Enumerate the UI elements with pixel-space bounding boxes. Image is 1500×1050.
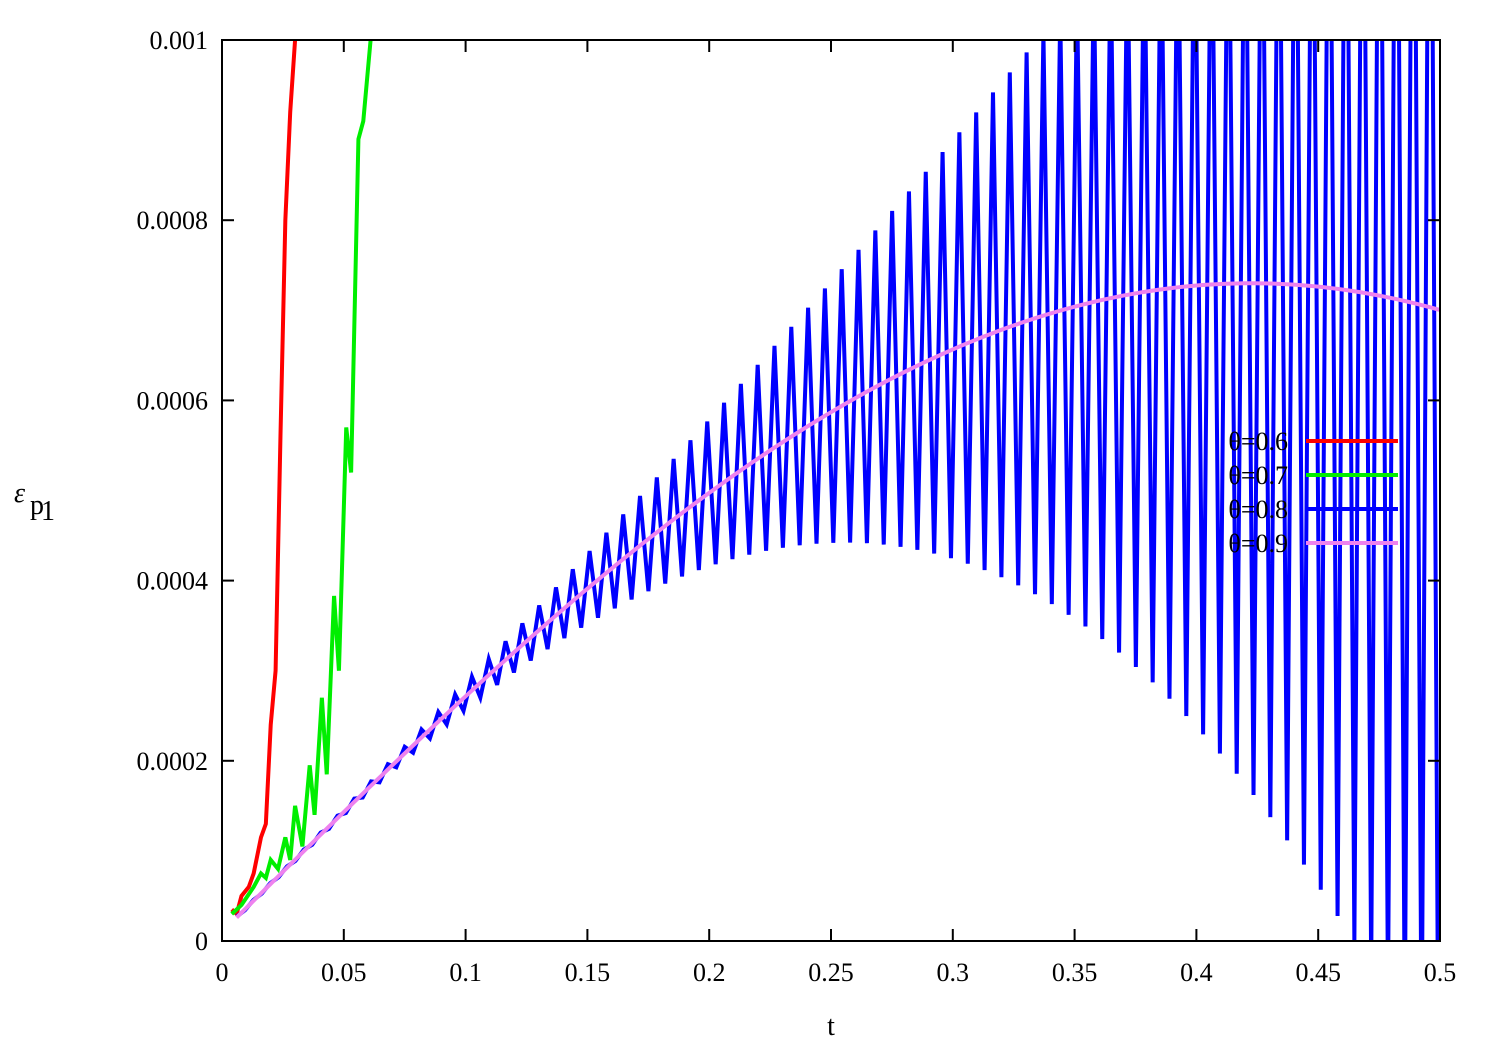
ticks-layer: 0 0.05 0.1 0.15 0.2 0.25 0.3 0.35 0.4 0.45 0.5 0 0.0… — [137, 26, 1457, 987]
series-line-1 — [230, 40, 298, 918]
legend-label: θ=0.9 — [1228, 529, 1288, 558]
x-tick-label: 0.25 — [808, 958, 854, 987]
y-axis-label: ε p 1 — [14, 478, 55, 527]
y-tick-label: 0 — [195, 927, 208, 956]
x-tick-label: 0.3 — [937, 958, 970, 987]
legend-label: θ=0.8 — [1228, 495, 1288, 524]
y-axis-label-base: ε — [14, 478, 25, 509]
x-tick-label: 0.45 — [1295, 958, 1341, 987]
y-tick-label: 0.0006 — [137, 386, 209, 415]
series-line-3 — [235, 40, 1440, 941]
y-axis-label-sub: p — [30, 490, 44, 521]
x-tick-label: 0.2 — [693, 958, 726, 987]
y-tick-label: 0.0004 — [137, 567, 209, 596]
y-tick-label: 0.0002 — [137, 747, 209, 776]
legend: θ=0.6 θ=0.7 θ=0.8 θ=0.9 — [1228, 427, 1398, 558]
series-line-4 — [235, 281, 1440, 919]
x-tick-label: 0.5 — [1424, 958, 1457, 987]
y-axis-label-subsub: 1 — [41, 496, 55, 527]
series-layer — [230, 40, 1440, 941]
x-tick-label: 0.4 — [1180, 958, 1213, 987]
x-tick-label: 0.35 — [1052, 958, 1098, 987]
y-tick-label: 0.0008 — [137, 206, 209, 235]
series-line-2 — [230, 40, 373, 916]
x-tick-label: 0 — [216, 958, 229, 987]
x-tick-label: 0.15 — [565, 958, 611, 987]
legend-label: θ=0.6 — [1228, 427, 1288, 456]
x-tick-label: 0.1 — [449, 958, 482, 987]
x-axis-label: t — [827, 1011, 835, 1042]
legend-label: θ=0.7 — [1228, 461, 1288, 490]
x-tick-label: 0.05 — [321, 958, 367, 987]
y-tick-label: 0.001 — [150, 26, 209, 55]
